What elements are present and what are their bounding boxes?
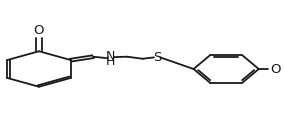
Text: N: N <box>106 50 115 63</box>
Text: O: O <box>34 24 44 37</box>
Text: O: O <box>270 63 281 75</box>
Text: H: H <box>106 55 115 68</box>
Text: S: S <box>153 51 162 64</box>
